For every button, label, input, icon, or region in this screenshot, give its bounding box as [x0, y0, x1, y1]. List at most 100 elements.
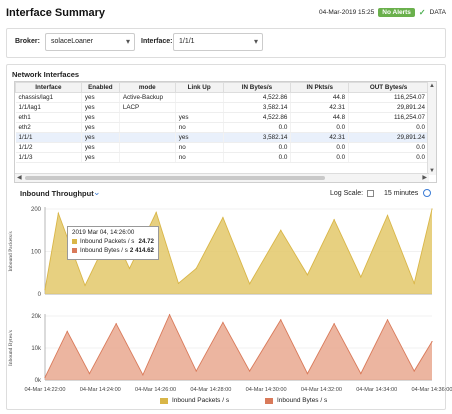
x-tick-label: 04-Mar 14:30:00	[246, 387, 287, 393]
series-area	[45, 209, 432, 294]
data-point	[168, 314, 171, 316]
series-line	[44, 313, 433, 378]
interface-value: 1/1/1	[179, 38, 195, 45]
table-cell: 0.0	[223, 152, 292, 163]
data-point	[142, 374, 144, 376]
column-header[interactable]: IN Bytes/s	[222, 82, 292, 93]
check-icon: ✓	[418, 8, 426, 17]
table-horizontal-scrollbar[interactable]: ◀ ▶	[15, 173, 429, 182]
log-scale-label: Log Scale:	[330, 190, 364, 197]
scrollbar-thumb[interactable]	[25, 176, 325, 180]
table-cell: 1/1/2	[15, 142, 82, 153]
broker-select[interactable]: solaceLoaner ▾	[45, 33, 135, 51]
bytes-swatch	[72, 248, 77, 253]
data-point	[280, 229, 282, 231]
legend-item-bytes[interactable]: Inbound Bytes / s	[265, 397, 327, 404]
filter-bar: Broker: solaceLoaner ▾ Interface: 1/1/1 …	[6, 28, 446, 58]
tooltip-bytes-value: 2 414.62	[129, 247, 154, 254]
data-point	[386, 319, 389, 321]
timestamp: 04-Mar-2019 15:25	[318, 9, 375, 16]
table-cell	[119, 132, 176, 143]
legend-swatch	[160, 397, 168, 404]
table-row[interactable]: chassis/lag1 yes Active-Backup 4,522.86 …	[15, 92, 429, 103]
table-cell	[119, 152, 176, 163]
data-point	[306, 274, 309, 276]
table-cell: yes	[175, 132, 224, 143]
scroll-up-icon[interactable]: ▲	[429, 83, 435, 89]
series-area	[45, 314, 432, 380]
scroll-right-icon[interactable]: ▶	[422, 175, 427, 181]
table-cell: 0.0	[290, 122, 350, 133]
time-range-label: 15 minutes	[384, 190, 419, 197]
table-cell: eth2	[15, 122, 82, 133]
x-tick-label: 04-Mar 14:34:00	[356, 387, 397, 393]
chart-tooltip: 2019 Mar 04, 14:26:00 Inbound Packets / …	[67, 226, 159, 260]
table-header-row: Interface Enabled mode Link Up IN Bytes/…	[15, 82, 429, 93]
scroll-left-icon[interactable]: ◀	[17, 175, 22, 181]
packets-swatch	[72, 239, 77, 244]
data-point	[44, 376, 46, 379]
data-point	[128, 267, 131, 270]
network-interfaces-title: Network Interfaces	[12, 70, 80, 79]
table-cell: 0.0	[223, 142, 292, 153]
table-cell: 3,582.14	[223, 132, 292, 143]
data-point	[44, 289, 46, 291]
broker-value: solaceLoaner	[51, 38, 94, 45]
table-cell: Active-Backup	[119, 92, 176, 103]
y-tick-label: 20k	[31, 314, 42, 320]
table-row[interactable]: 1/1/1 yes yes 3,582.14 42.31 29,891.24	[15, 132, 429, 143]
interface-select[interactable]: 1/1/1 ▾	[173, 33, 263, 51]
table-cell: no	[175, 142, 224, 153]
table-cell: 4,522.86	[223, 112, 292, 123]
table-cell: 0.0	[290, 142, 350, 153]
table-cell: no	[175, 122, 224, 133]
table-cell: 3,582.14	[223, 102, 292, 113]
chevron-down-icon[interactable]: ⌄	[93, 187, 101, 197]
column-header[interactable]: mode	[118, 82, 176, 93]
data-point	[57, 212, 59, 214]
data-point	[333, 323, 335, 325]
tooltip-row-packets: Inbound Packets / s 24.72	[72, 238, 154, 245]
tooltip-packets-label: Inbound Packets / s	[80, 238, 135, 245]
data-point	[115, 323, 117, 325]
data-point	[333, 219, 335, 221]
table-row[interactable]: eth2 yes no 0.0 0.0 0.0	[15, 122, 429, 133]
data-point	[222, 321, 224, 323]
table-row[interactable]: 1/1/2 yes no 0.0 0.0 0.0	[15, 142, 429, 153]
table-cell: yes	[81, 112, 120, 123]
data-point	[413, 370, 415, 372]
table-cell: 4,522.86	[223, 92, 292, 103]
table-cell: 42.31	[290, 102, 350, 113]
log-scale-checkbox[interactable]	[367, 190, 374, 197]
table-row[interactable]: 1/1/lag1 yes LACP 3,582.14 42.31 29,891.…	[15, 102, 429, 113]
broker-label: Broker:	[15, 38, 40, 45]
data-point	[431, 341, 433, 343]
clock-icon[interactable]	[423, 189, 431, 197]
data-point	[222, 216, 224, 219]
x-tick-label: 04-Mar 14:24:00	[80, 387, 121, 393]
table-row[interactable]: eth1 yes yes 4,522.86 44.8 116,254.07	[15, 112, 429, 123]
table-row[interactable]: 1/1/3 yes no 0.0 0.0 0.0	[15, 152, 429, 163]
data-point	[195, 370, 197, 372]
tooltip-packets-value: 24.72	[138, 238, 154, 245]
alert-badge[interactable]: No Alerts	[378, 8, 415, 17]
x-tick-label: 04-Mar 14:22:00	[24, 387, 65, 393]
legend-label: Inbound Bytes / s	[277, 397, 328, 404]
y-tick-label: 10k	[31, 346, 42, 352]
legend-swatch	[265, 397, 273, 404]
data-point	[155, 211, 157, 213]
table-vertical-scrollbar[interactable]: ▲ ▼	[427, 82, 436, 175]
legend-item-packets[interactable]: Inbound Packets / s	[160, 397, 229, 404]
tooltip-bytes-label: Inbound Bytes / s	[80, 247, 128, 254]
table-cell: 44.8	[290, 92, 350, 103]
y-tick-label: 200	[31, 207, 42, 213]
table-cell	[119, 142, 176, 153]
data-status-label: DATA	[429, 9, 446, 16]
data-point	[66, 330, 68, 332]
chevron-down-icon: ▾	[125, 37, 130, 46]
x-tick-label: 04-Mar 14:28:00	[190, 387, 231, 393]
data-point	[177, 282, 180, 284]
data-point	[413, 282, 415, 284]
scroll-down-icon[interactable]: ▼	[429, 168, 435, 174]
